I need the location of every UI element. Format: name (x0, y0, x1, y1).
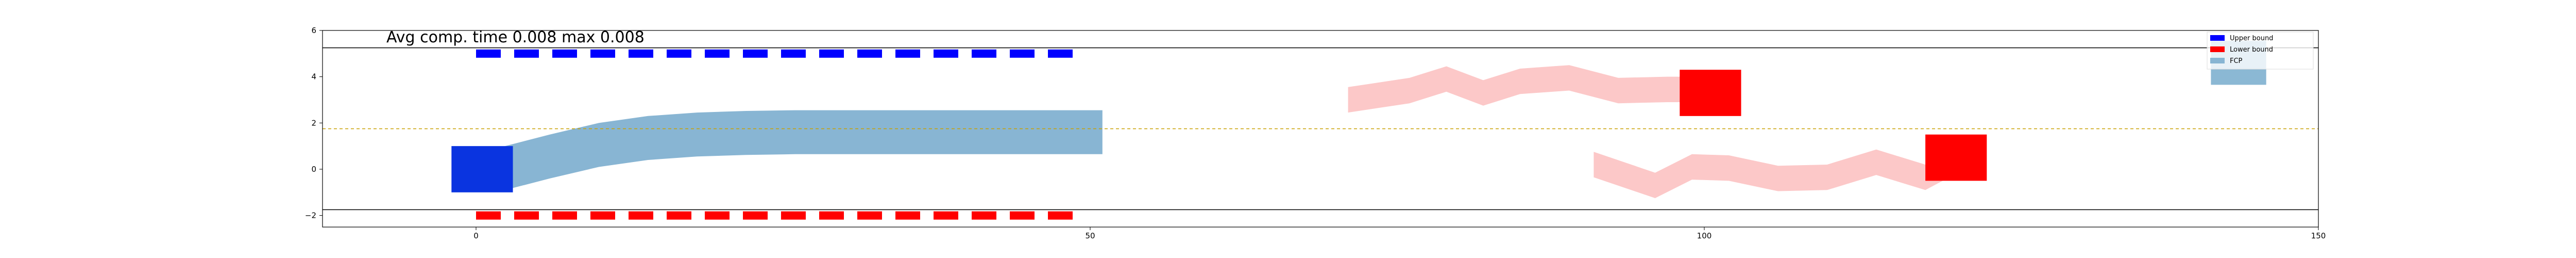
band-layer (500, 65, 1962, 198)
legend-label: Upper bound (2230, 35, 2273, 42)
legend-label: FCP (2230, 57, 2243, 65)
obstacle-path-2 (1594, 144, 1962, 198)
axis-ticks: 0 50 100 150 −2 0 2 4 6 (305, 26, 2326, 240)
y-tick-label: 6 (311, 26, 316, 35)
y-tick-label: −2 (305, 211, 316, 220)
chart-title: Avg comp. time 0.008 max 0.008 (386, 28, 645, 46)
x-tick-label: 150 (2311, 231, 2326, 240)
legend-swatch-fcp (2210, 58, 2225, 63)
x-tick-label: 50 (1085, 231, 1095, 240)
x-tick-label: 100 (1697, 231, 1712, 240)
x-tick-label: 0 (473, 231, 479, 240)
legend: Upper bound Lower bound FCP (2207, 31, 2314, 70)
vehicle-layer (451, 41, 2266, 192)
obstacle-1-box (1680, 70, 1741, 116)
plot-frame (322, 30, 2319, 228)
y-tick-label: 0 (311, 165, 316, 174)
obstacle-2-box (1925, 134, 1987, 181)
obstacle-path-1 (1348, 65, 1717, 113)
legend-label: Lower bound (2230, 46, 2273, 54)
legend-swatch-lower-bound (2210, 46, 2225, 52)
y-tick-label: 4 (311, 72, 316, 82)
ego-box (451, 146, 513, 192)
y-tick-label: 2 (311, 118, 316, 127)
legend-frame (2207, 31, 2314, 70)
fcp-band (500, 110, 1103, 191)
line-layer (323, 47, 2318, 220)
legend-swatch-upper-bound (2210, 35, 2225, 41)
